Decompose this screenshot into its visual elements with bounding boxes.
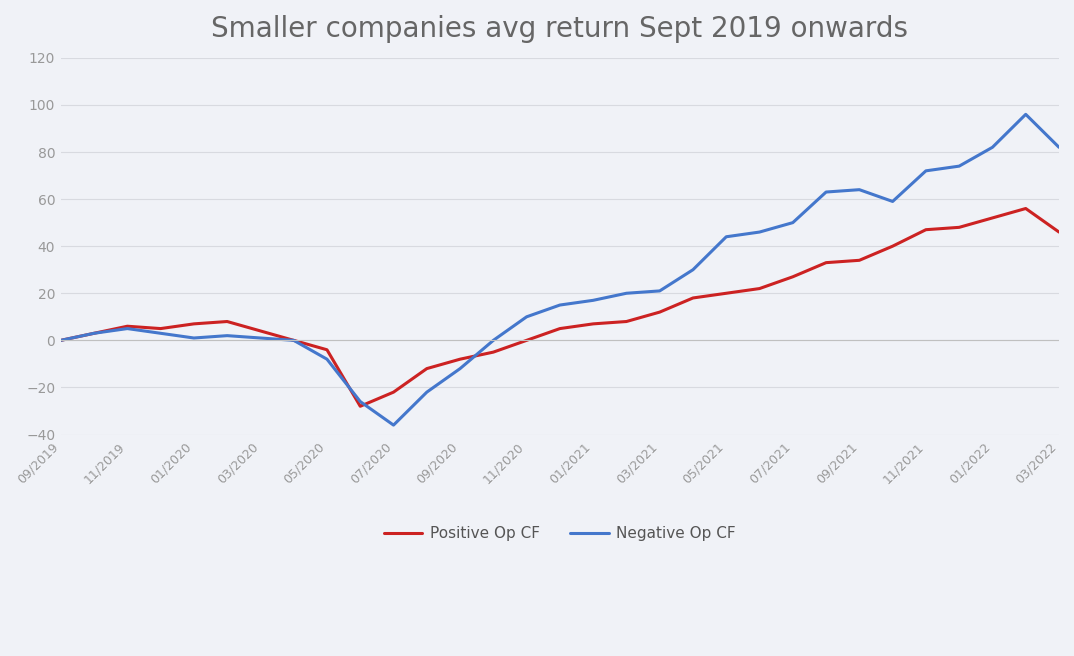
Title: Smaller companies avg return Sept 2019 onwards: Smaller companies avg return Sept 2019 o…: [212, 15, 909, 43]
Negative Op CF: [753, 228, 766, 236]
Positive Op CF: [986, 214, 999, 222]
Negative Op CF: [886, 197, 899, 205]
Positive Op CF: [586, 320, 599, 328]
Negative Op CF: [320, 356, 333, 363]
Negative Op CF: [620, 289, 633, 297]
Negative Op CF: [553, 301, 566, 309]
Negative Op CF: [353, 398, 366, 405]
Positive Op CF: [88, 329, 101, 337]
Positive Op CF: [686, 294, 699, 302]
Negative Op CF: [88, 329, 101, 337]
Negative Op CF: [188, 334, 201, 342]
Positive Op CF: [387, 388, 400, 396]
Positive Op CF: [55, 337, 68, 344]
Positive Op CF: [221, 318, 234, 325]
Negative Op CF: [953, 162, 966, 170]
Positive Op CF: [553, 325, 566, 333]
Negative Op CF: [819, 188, 832, 196]
Negative Op CF: [686, 266, 699, 274]
Negative Op CF: [121, 325, 134, 333]
Positive Op CF: [353, 402, 366, 410]
Line: Negative Op CF: Negative Op CF: [61, 114, 1059, 425]
Positive Op CF: [1019, 205, 1032, 213]
Positive Op CF: [1053, 228, 1065, 236]
Positive Op CF: [786, 273, 799, 281]
Negative Op CF: [1053, 144, 1065, 152]
Positive Op CF: [420, 365, 433, 373]
Positive Op CF: [853, 256, 866, 264]
Positive Op CF: [453, 356, 466, 363]
Negative Op CF: [986, 144, 999, 152]
Negative Op CF: [487, 337, 499, 344]
Negative Op CF: [586, 297, 599, 304]
Negative Op CF: [420, 388, 433, 396]
Positive Op CF: [953, 224, 966, 232]
Negative Op CF: [1019, 110, 1032, 118]
Negative Op CF: [653, 287, 666, 295]
Positive Op CF: [520, 337, 533, 344]
Positive Op CF: [720, 289, 732, 297]
Positive Op CF: [320, 346, 333, 354]
Positive Op CF: [620, 318, 633, 325]
Positive Op CF: [653, 308, 666, 316]
Legend: Positive Op CF, Negative Op CF: Positive Op CF, Negative Op CF: [378, 520, 742, 547]
Negative Op CF: [919, 167, 932, 174]
Positive Op CF: [121, 322, 134, 330]
Positive Op CF: [819, 258, 832, 266]
Positive Op CF: [253, 327, 266, 335]
Negative Op CF: [287, 337, 300, 344]
Positive Op CF: [487, 348, 499, 356]
Positive Op CF: [886, 242, 899, 250]
Line: Positive Op CF: Positive Op CF: [61, 209, 1059, 406]
Positive Op CF: [287, 337, 300, 344]
Negative Op CF: [520, 313, 533, 321]
Negative Op CF: [786, 218, 799, 226]
Negative Op CF: [453, 365, 466, 373]
Negative Op CF: [155, 329, 168, 337]
Negative Op CF: [221, 332, 234, 340]
Negative Op CF: [387, 421, 400, 429]
Negative Op CF: [55, 337, 68, 344]
Positive Op CF: [919, 226, 932, 234]
Negative Op CF: [253, 334, 266, 342]
Negative Op CF: [720, 233, 732, 241]
Positive Op CF: [155, 325, 168, 333]
Negative Op CF: [853, 186, 866, 194]
Positive Op CF: [188, 320, 201, 328]
Positive Op CF: [753, 285, 766, 293]
